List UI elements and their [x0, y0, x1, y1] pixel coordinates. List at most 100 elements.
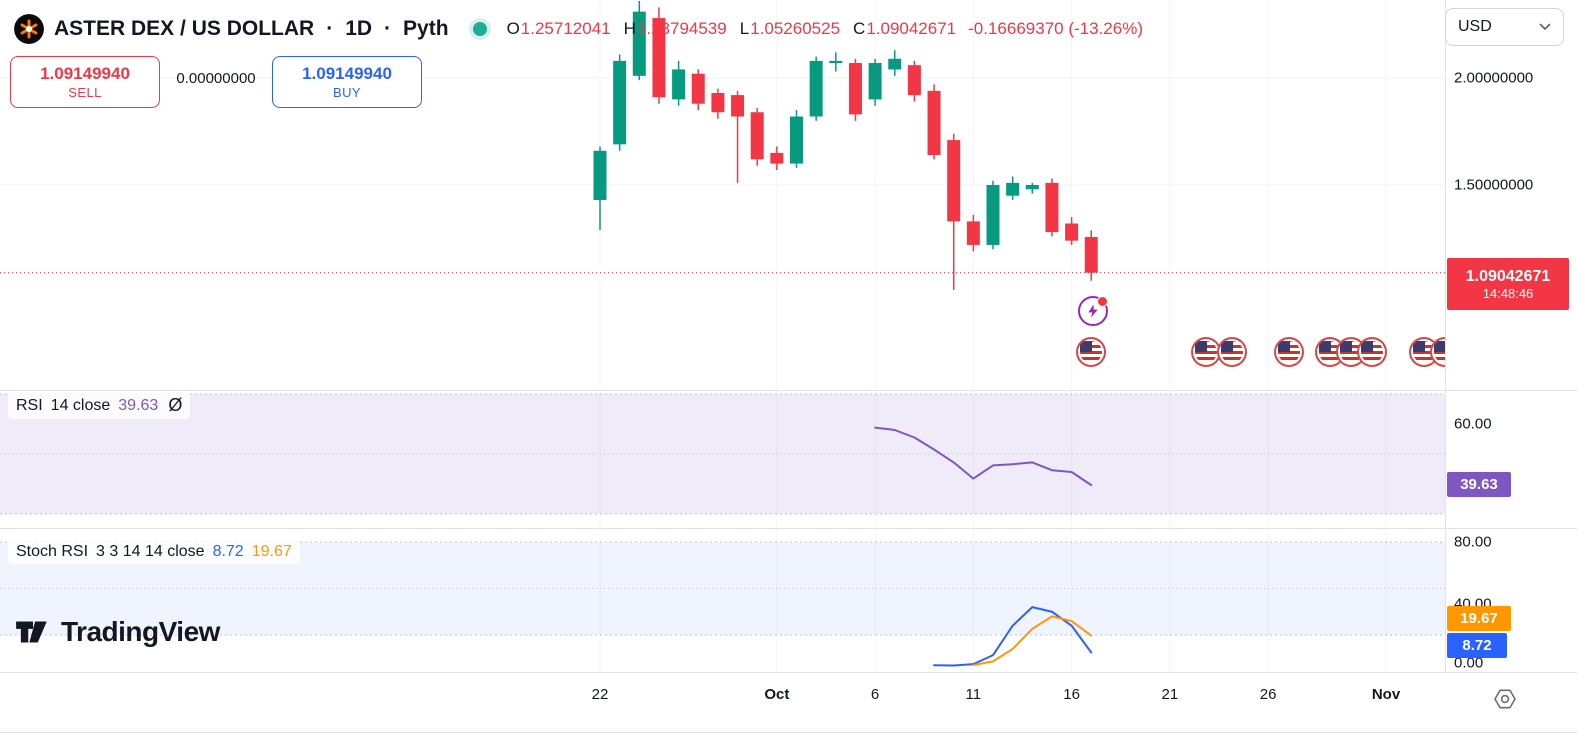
stoch-title: Stoch RSI [16, 543, 89, 560]
buy-price: 1.09149940 [302, 64, 392, 83]
order-panel: 1.09149940 SELL 0.00000000 1.09149940 BU… [10, 56, 422, 108]
candle [790, 116, 803, 164]
tradingview-logo[interactable]: TradingView [14, 616, 220, 648]
candle [652, 18, 666, 98]
currency-selector-value: USD [1458, 18, 1492, 35]
rsi-value-badge: 39.63 [1447, 472, 1511, 497]
rsi-pane-legend[interactable]: RSI 14 close 39.63 Ø [8, 392, 191, 419]
rsi-current-value: 39.63 [118, 396, 159, 414]
time-tick-label: 26 [1259, 686, 1277, 703]
us-flag-event-icon[interactable] [1217, 337, 1247, 367]
time-tick-label: 11 [965, 686, 982, 703]
gear-icon [1494, 689, 1516, 709]
candle [907, 65, 921, 96]
candle [593, 150, 607, 200]
pane-divider[interactable] [0, 528, 1577, 529]
notification-dot [1097, 296, 1108, 307]
stoch-params: 3 3 14 14 close [96, 543, 205, 560]
chart-header: ASTER DEX / US DOLLAR · 1D · Pyth O 1.257… [14, 10, 1143, 48]
candle [809, 60, 823, 117]
aster-symbol-logo[interactable] [14, 14, 44, 44]
lightning-alert-icon[interactable] [1078, 296, 1108, 326]
buy-button[interactable]: 1.09149940 BUY [272, 56, 422, 108]
title-separator: · [384, 17, 392, 40]
market-status-icon[interactable] [472, 22, 487, 36]
spread-value: 0.00000000 [176, 70, 256, 87]
candle [868, 63, 882, 100]
candle [770, 152, 784, 164]
close-value: 1.09042671 [866, 19, 957, 38]
candle [927, 90, 941, 156]
rsi-title: RSI [16, 396, 43, 414]
time-tick-label: 22 [591, 686, 609, 703]
stoch-pane-legend[interactable]: Stoch RSI 3 3 14 14 close 8.72 19.67 [8, 540, 300, 564]
low-label: L [739, 19, 750, 38]
currency-selector[interactable]: USD [1445, 8, 1564, 46]
tradingview-logo-text: TradingView [61, 616, 220, 647]
stoch-axis-label: 0.00 [1454, 654, 1484, 672]
sell-price: 1.09149940 [40, 64, 130, 83]
tradingview-logo-mark [16, 621, 47, 643]
chevron-down-icon [1539, 23, 1551, 31]
stoch-k-value: 8.72 [212, 543, 244, 560]
rsi-axis-label: 60.00 [1454, 415, 1492, 433]
last-price-badge: 1.09042671 14:48:46 [1447, 258, 1569, 310]
pane-divider[interactable] [0, 390, 1577, 391]
close-label: C [853, 19, 866, 38]
price-axis[interactable]: 2.00000000 1.50000000 1.09042671 14:48:4… [1445, 0, 1577, 672]
lightning-bolt-icon [1088, 304, 1098, 318]
time-tick-label: 16 [1063, 686, 1080, 703]
candle [1084, 236, 1098, 273]
interval-label[interactable]: 1D [345, 17, 373, 40]
candle [711, 92, 725, 113]
buy-label: BUY [333, 85, 361, 100]
candle [947, 140, 961, 222]
price-axis-label: 1.50000000 [1454, 176, 1534, 194]
symbol-title[interactable]: ASTER DEX / US DOLLAR [54, 17, 315, 40]
candle [966, 221, 980, 245]
candle [750, 112, 764, 160]
candle [986, 185, 1000, 245]
candle [1006, 182, 1020, 196]
ohlc-readout: O 1.25712041 H 1.28794539 L 1.05260525 C 1.0… [507, 19, 957, 39]
candle [1065, 223, 1079, 241]
us-flag-event-icon[interactable] [1191, 337, 1221, 367]
high-label: H [623, 19, 636, 38]
candle [731, 95, 745, 117]
stoch-d-badge: 19.67 [1447, 606, 1511, 631]
rsi-menu-icon[interactable]: Ø [168, 395, 183, 415]
candle [829, 60, 843, 64]
axis-settings-button[interactable] [1490, 684, 1520, 714]
bar-countdown: 14:48:46 [1482, 285, 1534, 301]
us-flag-event-icon[interactable] [1076, 337, 1106, 367]
high-value: 1.28794539 [636, 19, 727, 38]
candle [1045, 182, 1059, 233]
last-price-value: 1.09042671 [1465, 267, 1551, 285]
candle [888, 58, 902, 70]
us-flag-event-icon[interactable] [1357, 337, 1387, 367]
candle [1025, 185, 1039, 190]
candle [672, 69, 686, 100]
data-provider-label[interactable]: Pyth [403, 17, 449, 40]
us-flag-event-icon[interactable] [1274, 337, 1304, 367]
time-tick-label: Oct [764, 686, 790, 703]
time-axis[interactable]: 22 Oct 6 11 16 21 26 Nov [0, 672, 1577, 733]
candle [691, 73, 705, 104]
candle [848, 63, 862, 115]
low-value: 1.05260525 [750, 19, 841, 38]
price-axis-label: 2.00000000 [1454, 69, 1534, 87]
rsi-params: 14 close [50, 396, 111, 414]
open-value: 1.25712041 [520, 19, 611, 38]
time-tick-label: 6 [870, 686, 880, 703]
price-change-readout: -0.16669370 (-13.26%) [968, 19, 1143, 38]
title-separator: · [326, 17, 334, 40]
sell-button[interactable]: 1.09149940 SELL [10, 56, 160, 108]
time-tick-label: 21 [1161, 686, 1179, 703]
candle [613, 60, 627, 145]
candle [632, 11, 646, 76]
stoch-axis-label: 80.00 [1454, 533, 1492, 551]
stoch-d-value: 19.67 [251, 543, 292, 560]
sell-label: SELL [68, 85, 102, 100]
